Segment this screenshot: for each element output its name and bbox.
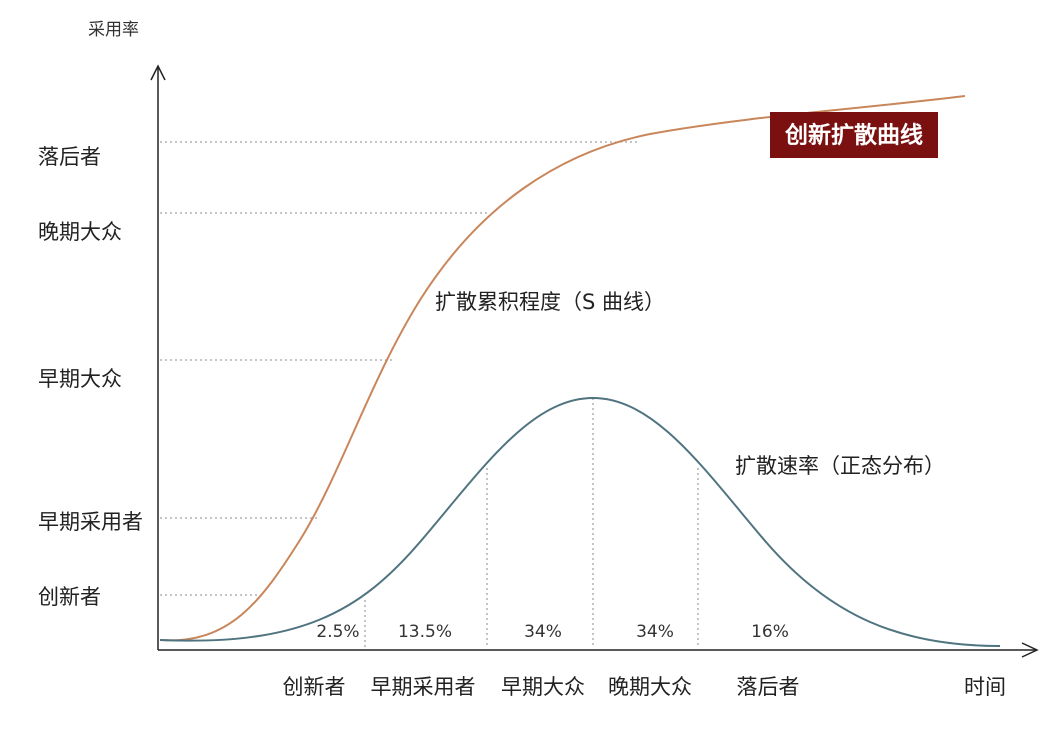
segment-share: 13.5% — [398, 622, 452, 642]
badge-box — [770, 112, 938, 158]
badge: 创新扩散曲线 — [784, 122, 923, 149]
s-curve-label: 扩散累积程度（S 曲线） — [435, 290, 665, 314]
x-axis-label: 时间 — [964, 675, 1006, 699]
y-axis-label: 采用率 — [88, 20, 139, 40]
y-axis-arrow — [150, 64, 166, 81]
segment-label: 落后者 — [737, 675, 800, 699]
s-curve — [159, 95, 966, 642]
segment-share: 2.5% — [316, 622, 359, 642]
y-level-label: 落后者 — [38, 145, 101, 169]
segment-share: 34% — [636, 622, 674, 642]
y-level-label: 早期大众 — [38, 367, 122, 391]
segment-label: 晚期大众 — [608, 675, 692, 699]
bell-curve-label: 扩散速率（正态分布） — [735, 454, 945, 478]
segment-label: 创新者 — [283, 675, 346, 699]
segment-label: 早期大众 — [501, 675, 585, 699]
y-level-label: 创新者 — [38, 585, 101, 609]
segment-label: 早期采用者 — [371, 675, 476, 699]
segment-share: 16% — [751, 622, 789, 642]
x-axis-arrow — [1021, 642, 1039, 658]
y-level-label: 晚期大众 — [38, 220, 122, 244]
segment-share: 34% — [524, 622, 562, 642]
y-level-label: 早期采用者 — [38, 510, 143, 534]
bell-curve — [159, 396, 1001, 647]
